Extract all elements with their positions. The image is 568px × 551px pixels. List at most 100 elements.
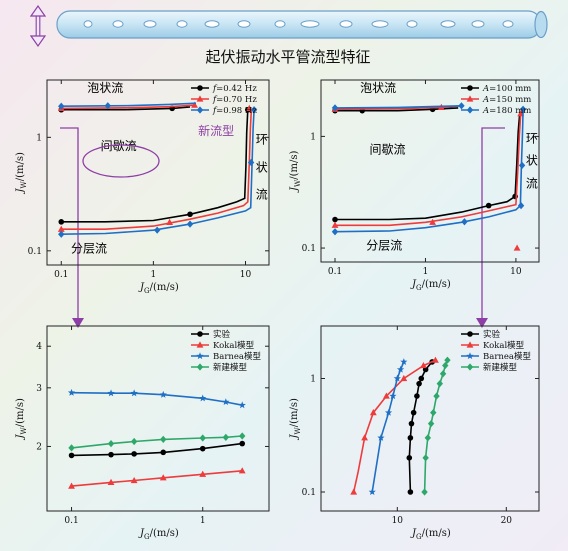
data-point bbox=[250, 106, 258, 114]
y-tick-label: 0.1 bbox=[302, 488, 316, 498]
pipe-body bbox=[56, 10, 542, 39]
data-point bbox=[68, 444, 75, 452]
legend-label: Kokal模型 bbox=[213, 340, 255, 351]
data-point bbox=[410, 409, 417, 416]
legend-label: 新建模型 bbox=[213, 362, 248, 373]
data-point bbox=[160, 435, 167, 444]
x-axis-label: JG/(m/s) bbox=[410, 279, 451, 292]
y-tick-label: 1 bbox=[36, 133, 42, 143]
data-point bbox=[400, 358, 408, 365]
data-point bbox=[422, 454, 429, 462]
legend-marker bbox=[196, 363, 204, 371]
data-point bbox=[513, 244, 521, 251]
pipe-bubble bbox=[204, 20, 220, 28]
legend: f=0.42 Hzf=0.70 Hzf=0.98 Hz bbox=[191, 84, 257, 116]
series-line bbox=[335, 113, 521, 221]
data-point bbox=[414, 393, 420, 399]
pipe-end bbox=[534, 10, 548, 39]
pipe-bubble bbox=[406, 20, 418, 28]
pipe-bubble bbox=[440, 20, 456, 28]
legend-marker bbox=[197, 331, 203, 337]
legend-label: f=0.98 Hz bbox=[212, 106, 257, 116]
data-point bbox=[519, 105, 527, 113]
y-tick-label: 1 bbox=[310, 374, 316, 384]
y-axis-label: JW/(m/s) bbox=[289, 151, 302, 193]
data-point bbox=[67, 388, 76, 396]
data-point bbox=[331, 228, 339, 236]
data-point bbox=[222, 433, 230, 441]
region-label: 间歇流 bbox=[369, 143, 405, 157]
data-point bbox=[247, 158, 255, 167]
plot-frame bbox=[46, 79, 270, 266]
plot-frame bbox=[320, 325, 540, 512]
data-point bbox=[430, 409, 437, 417]
x-tick-label: 1 bbox=[423, 267, 429, 277]
data-point bbox=[377, 434, 385, 441]
legend-label: 实验 bbox=[483, 329, 501, 340]
pipe-bubble bbox=[274, 20, 286, 28]
legend-marker bbox=[467, 331, 473, 337]
series-f=0.70 Hz bbox=[57, 101, 253, 232]
legend-label: A=100 mm bbox=[482, 84, 531, 94]
data-point bbox=[186, 220, 194, 228]
data-point bbox=[424, 434, 432, 442]
data-point bbox=[421, 488, 428, 496]
data-point bbox=[433, 392, 440, 400]
plot-frame bbox=[320, 79, 540, 263]
pipe-illustration bbox=[29, 4, 548, 48]
pipe-bubble bbox=[502, 20, 514, 28]
pipe-bubble bbox=[237, 20, 251, 28]
plot-frame bbox=[46, 325, 270, 512]
series-line bbox=[61, 108, 253, 230]
data-point bbox=[331, 104, 339, 112]
data-point bbox=[458, 102, 465, 110]
series-line bbox=[334, 105, 462, 109]
data-point bbox=[517, 201, 525, 210]
legend-marker bbox=[466, 363, 474, 371]
data-point bbox=[199, 470, 207, 477]
data-point bbox=[406, 455, 413, 461]
y-tick-label: 1 bbox=[310, 132, 316, 142]
legend-marker bbox=[196, 341, 204, 348]
legend-marker bbox=[466, 341, 474, 348]
legend-label: Barnea模型 bbox=[213, 351, 261, 362]
data-point bbox=[427, 420, 435, 428]
series-实验 bbox=[68, 440, 246, 459]
data-point bbox=[442, 361, 449, 370]
data-point bbox=[396, 365, 405, 373]
x-tick-label: 20 bbox=[501, 516, 513, 526]
chart-bottom-right: 10 20 0.1 1 JG/(m/s) JW/(m/s) 实验Kokal模型Barnea模… bbox=[289, 325, 540, 541]
y-tick-label: 0.1 bbox=[28, 247, 42, 257]
data-point bbox=[332, 216, 338, 223]
y-tick-label: 0.1 bbox=[302, 244, 316, 254]
series-Barnea模型 bbox=[368, 358, 408, 496]
pipe-bubble bbox=[112, 20, 124, 28]
data-point bbox=[518, 161, 526, 169]
data-point bbox=[199, 434, 206, 442]
data-point bbox=[58, 102, 65, 110]
series-f=0.98 Hz bbox=[58, 102, 258, 238]
data-point bbox=[485, 202, 492, 209]
x-tick-label: 0.1 bbox=[64, 516, 78, 526]
data-point bbox=[199, 445, 206, 452]
data-point bbox=[130, 476, 138, 484]
y-tick-label: 4 bbox=[36, 342, 42, 352]
legend-marker bbox=[466, 106, 474, 114]
legend-marker bbox=[467, 85, 473, 91]
data-point bbox=[416, 380, 422, 387]
data-point bbox=[107, 478, 115, 485]
data-point bbox=[408, 420, 415, 427]
series-line bbox=[61, 109, 255, 235]
data-point bbox=[108, 451, 114, 458]
series-Barnea模型 bbox=[67, 388, 246, 409]
x-tick-label: 10 bbox=[510, 267, 522, 277]
legend-marker bbox=[197, 85, 203, 91]
data-point bbox=[407, 435, 414, 441]
data-point bbox=[58, 230, 65, 238]
legend-label: f=0.42 Hz bbox=[212, 84, 257, 94]
data-point bbox=[368, 488, 376, 496]
data-point bbox=[239, 440, 246, 447]
